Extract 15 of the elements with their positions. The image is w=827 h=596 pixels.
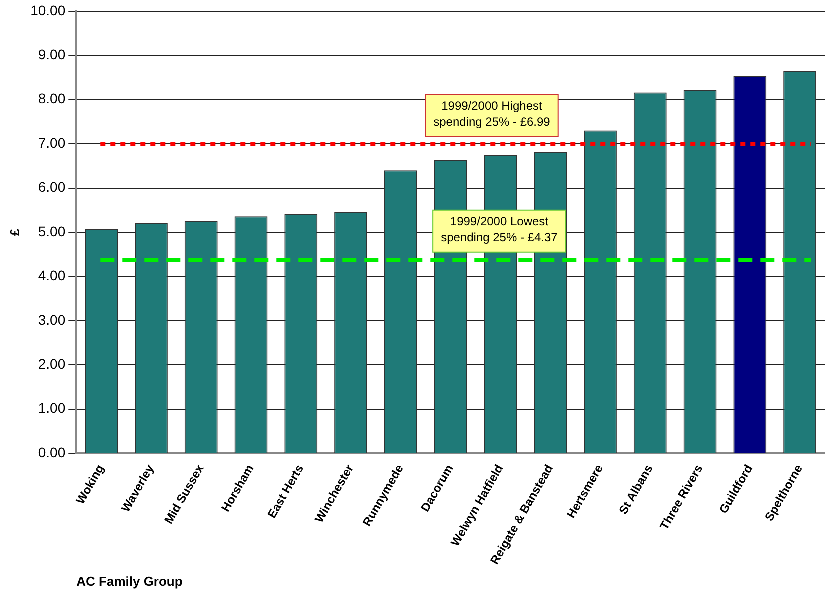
y-tick-label: 4.00 (38, 268, 66, 284)
x-axis-title: AC Family Group (76, 574, 183, 589)
y-tick-label: 5.00 (38, 223, 66, 240)
y-tick-label: 9.00 (38, 46, 66, 62)
y-tick-label: 1.00 (38, 400, 66, 416)
y-tick-label: 6.00 (38, 179, 66, 196)
y-tick-label: 8.00 (38, 90, 66, 107)
y-tick-label: 10.00 (30, 2, 66, 18)
y-tick-label: 0.00 (38, 444, 66, 460)
ref-line-label: 1999/2000 Highest spending 25% - £6.99 (434, 98, 551, 129)
y-tick-label: 7.00 (38, 134, 66, 151)
ref-line-label: 1999/2000 Lowest spending 25% - £4.37 (441, 214, 558, 245)
y-tick-label: 3.00 (38, 312, 66, 328)
y-axis-title: £ (7, 228, 22, 236)
y-tick-label: 2.00 (38, 356, 66, 372)
